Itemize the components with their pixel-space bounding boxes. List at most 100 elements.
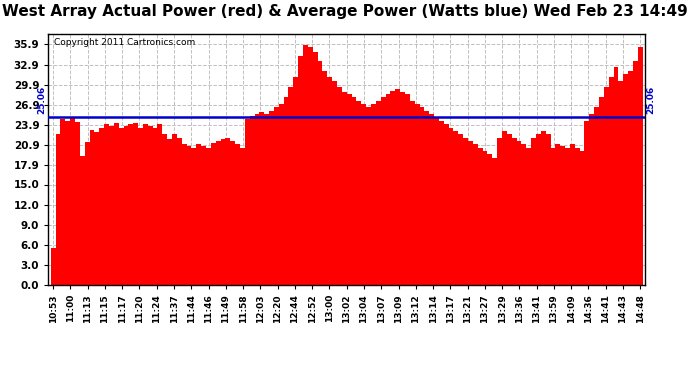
Bar xyxy=(157,124,162,285)
Bar xyxy=(211,143,216,285)
Bar xyxy=(362,104,366,285)
Bar xyxy=(216,141,221,285)
Bar xyxy=(95,132,99,285)
Bar xyxy=(477,148,482,285)
Bar xyxy=(386,94,391,285)
Bar xyxy=(482,151,487,285)
Bar xyxy=(235,144,240,285)
Bar xyxy=(322,70,327,285)
Bar xyxy=(429,114,434,285)
Bar xyxy=(284,98,288,285)
Bar xyxy=(628,70,633,285)
Bar xyxy=(468,141,473,285)
Bar xyxy=(536,134,541,285)
Bar xyxy=(395,89,400,285)
Bar xyxy=(221,139,226,285)
Bar xyxy=(148,126,152,285)
Bar xyxy=(410,101,415,285)
Bar xyxy=(366,108,371,285)
Bar xyxy=(255,114,259,285)
Bar xyxy=(453,131,458,285)
Bar xyxy=(371,104,376,285)
Bar xyxy=(589,114,594,285)
Bar xyxy=(264,114,269,285)
Bar xyxy=(279,104,284,285)
Bar xyxy=(250,116,255,285)
Bar xyxy=(391,91,395,285)
Bar xyxy=(405,94,410,285)
Bar xyxy=(104,124,109,285)
Bar xyxy=(259,112,264,285)
Bar xyxy=(177,138,181,285)
Bar xyxy=(555,144,560,285)
Bar xyxy=(298,56,303,285)
Bar xyxy=(570,144,575,285)
Bar xyxy=(502,131,507,285)
Bar xyxy=(546,134,551,285)
Bar xyxy=(181,144,186,285)
Bar xyxy=(584,121,589,285)
Bar xyxy=(293,77,298,285)
Bar xyxy=(638,47,642,285)
Bar xyxy=(109,126,114,285)
Text: 25.06: 25.06 xyxy=(647,86,656,114)
Bar xyxy=(599,98,604,285)
Bar xyxy=(352,98,357,285)
Bar xyxy=(133,123,138,285)
Bar xyxy=(70,117,75,285)
Bar xyxy=(143,124,148,285)
Bar xyxy=(522,144,526,285)
Bar xyxy=(551,148,555,285)
Bar xyxy=(458,134,463,285)
Bar xyxy=(507,134,512,285)
Bar xyxy=(167,139,172,285)
Bar xyxy=(541,131,546,285)
Bar xyxy=(526,148,531,285)
Bar xyxy=(206,148,211,285)
Text: 25.06: 25.06 xyxy=(37,86,46,114)
Bar xyxy=(162,134,167,285)
Bar xyxy=(565,148,570,285)
Bar xyxy=(138,128,143,285)
Bar xyxy=(245,119,250,285)
Bar xyxy=(201,146,206,285)
Bar xyxy=(463,138,468,285)
Bar xyxy=(75,122,80,285)
Bar xyxy=(152,128,157,285)
Bar xyxy=(51,248,56,285)
Bar xyxy=(415,104,420,285)
Bar xyxy=(448,128,453,285)
Bar xyxy=(172,134,177,285)
Bar xyxy=(618,81,623,285)
Bar xyxy=(434,117,439,285)
Bar xyxy=(560,146,565,285)
Bar xyxy=(347,94,352,285)
Bar xyxy=(444,124,448,285)
Bar xyxy=(90,129,95,285)
Bar xyxy=(99,128,104,285)
Bar xyxy=(186,146,191,285)
Bar xyxy=(196,144,201,285)
Text: West Array Actual Power (red) & Average Power (Watts blue) Wed Feb 23 14:49: West Array Actual Power (red) & Average … xyxy=(2,4,688,19)
Bar xyxy=(66,121,70,285)
Bar xyxy=(487,154,492,285)
Bar xyxy=(119,128,124,285)
Bar xyxy=(337,87,342,285)
Bar xyxy=(517,141,522,285)
Bar xyxy=(594,108,599,285)
Bar xyxy=(80,156,85,285)
Bar xyxy=(439,121,444,285)
Bar xyxy=(191,148,196,285)
Bar xyxy=(274,108,279,285)
Bar xyxy=(240,148,245,285)
Bar xyxy=(85,142,90,285)
Bar xyxy=(226,138,230,285)
Bar xyxy=(332,81,337,285)
Bar xyxy=(128,124,133,285)
Bar xyxy=(342,92,347,285)
Bar xyxy=(575,148,580,285)
Bar xyxy=(609,77,613,285)
Text: Copyright 2011 Cartronics.com: Copyright 2011 Cartronics.com xyxy=(55,38,195,46)
Bar xyxy=(473,144,477,285)
Bar xyxy=(633,60,638,285)
